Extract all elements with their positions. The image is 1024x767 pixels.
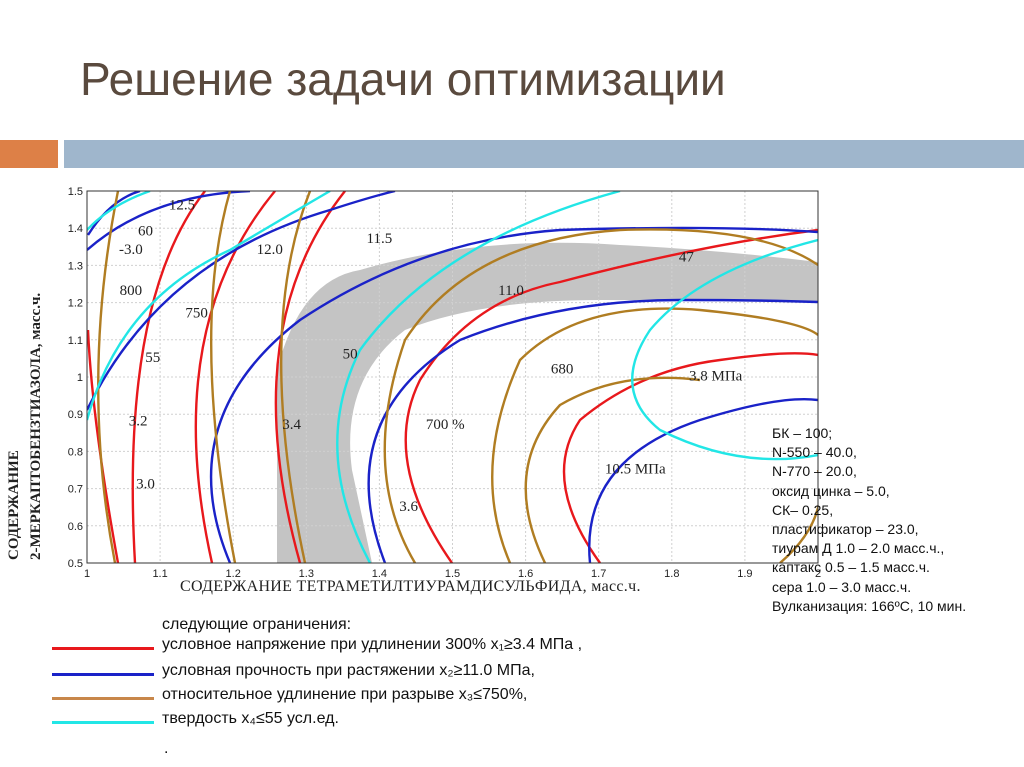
slide-title: Решение задачи оптимизации <box>80 53 726 105</box>
contour-line-brown <box>210 191 237 563</box>
legend-swatch <box>52 647 154 650</box>
contour-line-red <box>274 191 346 563</box>
recipe-list: БК – 100; N-550 – 40.0, N-770 – 20.0, ок… <box>772 424 966 616</box>
x-tick-label: 1.4 <box>372 568 387 580</box>
y-tick-label: 0.6 <box>68 521 83 533</box>
contour-label: 3.2 <box>129 413 148 429</box>
contour-plot: 3.8 МПа3.63.43.23.0-3.012.512.011.511.01… <box>68 186 821 580</box>
recipe-line: N-550 – 40.0, <box>772 444 857 461</box>
y-tick-label: 1 <box>77 372 83 384</box>
y-tick-label: 0.9 <box>68 409 83 421</box>
contour-line-blue <box>87 191 141 236</box>
recipe-line: тиурам Д 1.0 – 2.0 масс.ч., <box>772 540 945 557</box>
x-tick-label: 1.7 <box>591 568 606 580</box>
y-axis-label-line2: 2-МЕРКАПТОБЕНЗТИАЗОЛА, масс.ч. <box>28 292 44 560</box>
x-tick-label: 1.6 <box>518 568 533 580</box>
y-tick-label: 1.5 <box>68 186 83 198</box>
contour-line-brown <box>280 191 312 563</box>
contour-label: -3.0 <box>119 242 143 258</box>
contour-line-blue <box>367 298 818 563</box>
plot-frame <box>86 190 819 564</box>
accent-band-blue <box>64 140 1024 168</box>
contour-label: 800 <box>120 283 143 299</box>
x-axis-label: СОДЕРЖАНИЕ ТЕТРАМЕТИЛТИУРАМДИСУЛЬФИДА, м… <box>180 578 641 595</box>
y-tick-label: 1.3 <box>68 260 83 272</box>
contour-line-cyan <box>87 191 151 231</box>
contour-label: 12.0 <box>257 242 283 258</box>
contour-label: 3.6 <box>399 499 418 515</box>
legend-item-blue: условная прочность при растяжении x₂≥11.… <box>0 662 760 684</box>
contour-label: 680 <box>551 361 574 377</box>
contour-label: 700 % <box>426 417 465 433</box>
contour-line-brown <box>383 228 818 563</box>
legend-text: относительное удлинение при разрыве x₃≤7… <box>162 686 528 703</box>
x-tick-label: 1.5 <box>445 568 460 580</box>
y-tick-label: 0.8 <box>68 446 83 458</box>
recipe-line: N-770 – 20.0, <box>772 463 857 480</box>
y-tick-label: 1.1 <box>68 335 83 347</box>
contour-label: 60 <box>138 224 153 240</box>
contour-line-brown <box>491 307 818 563</box>
x-tick-label: 2 <box>815 568 821 580</box>
legend-trailing: . <box>164 740 169 757</box>
recipe-line: Вулканизация: 166ºС, 10 мин. <box>772 597 967 614</box>
contour-label: 10.5 МПа <box>605 462 666 478</box>
contour-line-red <box>404 228 818 563</box>
x-tick-label: 1.2 <box>226 568 241 580</box>
y-tick-label: 1.2 <box>68 298 83 310</box>
feasible-region <box>277 242 818 563</box>
legend-text: твердость x₄≤55 усл.ед. <box>162 710 339 727</box>
contour-label: 3.4 <box>282 417 301 433</box>
contour-line-red <box>87 329 120 563</box>
contour-layer: 3.8 МПа 3.6 3.4 3.2 3.0 -3.0 12.5 12.0 11.5 11.0 1… <box>87 191 818 563</box>
legend-swatch <box>52 697 154 700</box>
contour-label: 47 <box>679 250 695 266</box>
legend-item-cyan: твердость x₄≤55 усл.ед. <box>0 710 760 732</box>
y-tick-label: 0.5 <box>68 558 83 570</box>
contour-label: 12.5 <box>169 198 195 214</box>
legend-swatch <box>52 673 154 676</box>
contour-line-cyan <box>87 191 331 421</box>
x-tick-label: 1 <box>84 568 90 580</box>
contour-line-blue <box>87 191 396 411</box>
recipe-line: пластификатор – 23.0, <box>772 521 919 538</box>
contour-line-cyan <box>631 238 818 461</box>
legend-item-brown: относительное удлинение при разрыве x₃≤7… <box>0 686 760 708</box>
contour-line-cyan <box>336 191 621 563</box>
recipe-line: СК– 0.25, <box>772 501 834 518</box>
contour-label: 50 <box>343 346 358 362</box>
legend-heading: следующие ограничения: <box>162 616 352 633</box>
x-tick-label: 1.8 <box>664 568 679 580</box>
contour-line-red <box>194 191 276 563</box>
contour-label: 750 <box>185 305 208 321</box>
recipe-line: оксид цинка – 5.0, <box>772 482 890 499</box>
contour-line-brown <box>97 191 120 563</box>
x-tick-label: 1.3 <box>299 568 314 580</box>
contour-line-red <box>562 352 818 563</box>
recipe-line: каптакс 0.5 – 1.5 масс.ч. <box>772 559 930 576</box>
legend-item-red: условное напряжение при удлинении 300% x… <box>0 636 760 658</box>
contour-line-brown <box>779 470 818 563</box>
contour-line-brown <box>524 376 701 563</box>
contour-label: 3.0 <box>136 477 155 493</box>
recipe-line: сера 1.0 – 3.0 масс.ч. <box>772 578 912 595</box>
legend-text: условная прочность при растяжении x₂≥11.… <box>162 662 535 679</box>
accent-band-orange <box>0 140 58 168</box>
legend-text: условное напряжение при удлинении 300% x… <box>162 636 583 653</box>
contour-label: 11.5 <box>367 231 393 247</box>
x-tick-label: 1.9 <box>737 568 752 580</box>
y-tick-label: 1.4 <box>68 223 83 235</box>
recipe-line: БК – 100; <box>772 425 833 441</box>
legend-swatch <box>52 721 154 724</box>
y-axis-label-line1: СОДЕРЖАНИЕ <box>6 450 22 560</box>
contour-label: 11.0 <box>498 283 524 299</box>
contour-line-blue <box>87 191 251 251</box>
contour-line-red <box>131 191 206 563</box>
y-tick-label: 0.7 <box>68 484 83 496</box>
contour-line-blue <box>588 397 818 563</box>
contour-label: 55 <box>145 350 160 366</box>
contour-label: 3.8 МПа <box>689 369 743 385</box>
x-tick-label: 1.1 <box>152 568 167 580</box>
